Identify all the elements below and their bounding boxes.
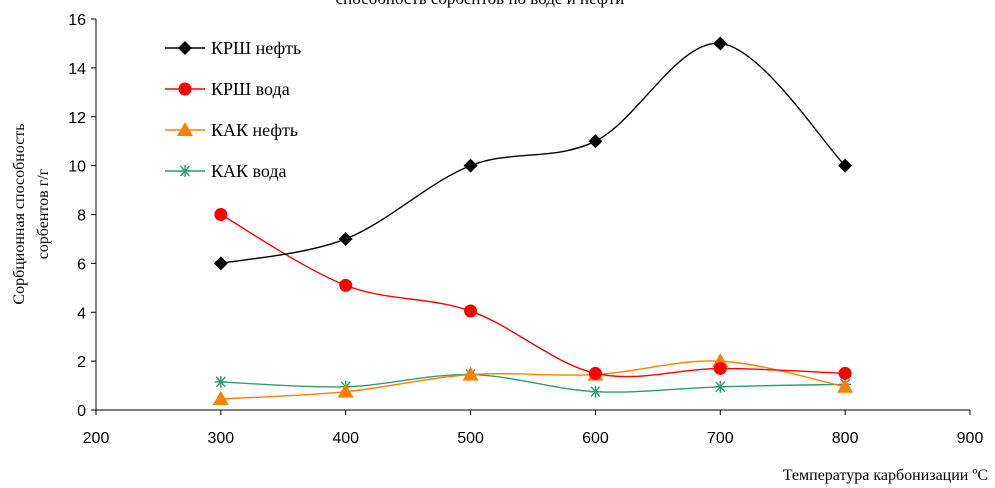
data-point [838,366,852,380]
legend-item: КАК нефть [165,120,298,140]
x-tick-label: 200 [83,430,110,447]
data-point [339,278,353,292]
x-tick-label: 600 [582,430,609,447]
legend-marker [178,82,192,96]
y-tick-label: 16 [68,12,86,29]
data-point [214,375,227,388]
y-tick-label: 2 [77,354,86,371]
data-point [838,158,853,173]
y-tick-label: 4 [77,305,86,322]
series-0 [213,36,853,271]
x-tick-label: 800 [832,430,859,447]
series-1 [214,208,852,380]
x-tick-label: 400 [332,430,359,447]
chart-title: способность сорбентов по воде и нефти [336,0,625,8]
series-line [220,213,846,378]
legend-item: КРШ нефть [165,38,301,58]
series-3 [214,368,852,398]
data-point [212,391,229,406]
data-point [338,231,353,246]
data-point [462,366,479,381]
series-line [220,360,846,400]
series-layer [212,36,854,406]
data-point [214,208,228,221]
y-tick-label: 6 [77,256,86,273]
data-point [588,366,602,380]
data-point [337,383,354,398]
data-point [713,36,728,51]
legend-marker [177,122,193,136]
legend-label: КРШ вода [211,79,290,99]
legend-label: КАК вода [211,161,287,181]
legend-label: КРШ нефть [211,38,301,58]
x-tick-label: 900 [957,430,984,447]
data-point [213,256,228,271]
x-tick-label: 500 [457,430,484,447]
x-axis-label: Температура карбонизации ºС [783,467,988,484]
data-point [588,134,603,149]
legend: КРШ нефть КРШ вода КАК нефть КАК вода [165,38,301,181]
series-line [220,42,846,265]
y-axis-label-line-1: Сорбционная способность [11,123,28,304]
y-tick-label: 8 [77,208,86,225]
data-point [589,385,602,398]
x-tick-label: 300 [208,430,235,447]
y-tick-label: 14 [68,61,86,78]
legend-marker [179,165,191,177]
data-point [464,304,478,318]
y-tick-label: 12 [68,110,86,127]
series-2 [212,353,854,406]
data-point [714,380,727,393]
legend-item: КАК вода [165,161,287,181]
x-tick-label: 700 [707,430,734,447]
data-point [713,361,727,375]
data-point [837,378,854,393]
data-point [463,158,478,173]
y-tick-label: 0 [77,403,86,420]
series-line [220,373,846,393]
axes: 0 2 4 6 8 10 12 14 16 200 300 400 500 600 700 800 900 [68,12,983,447]
legend-item: КРШ вода [165,79,290,99]
y-tick-label: 10 [68,159,86,176]
legend-marker [178,41,192,55]
y-axis-label-line-2: сорбентов г/г [35,168,52,259]
legend-label: КАК нефть [211,120,298,140]
